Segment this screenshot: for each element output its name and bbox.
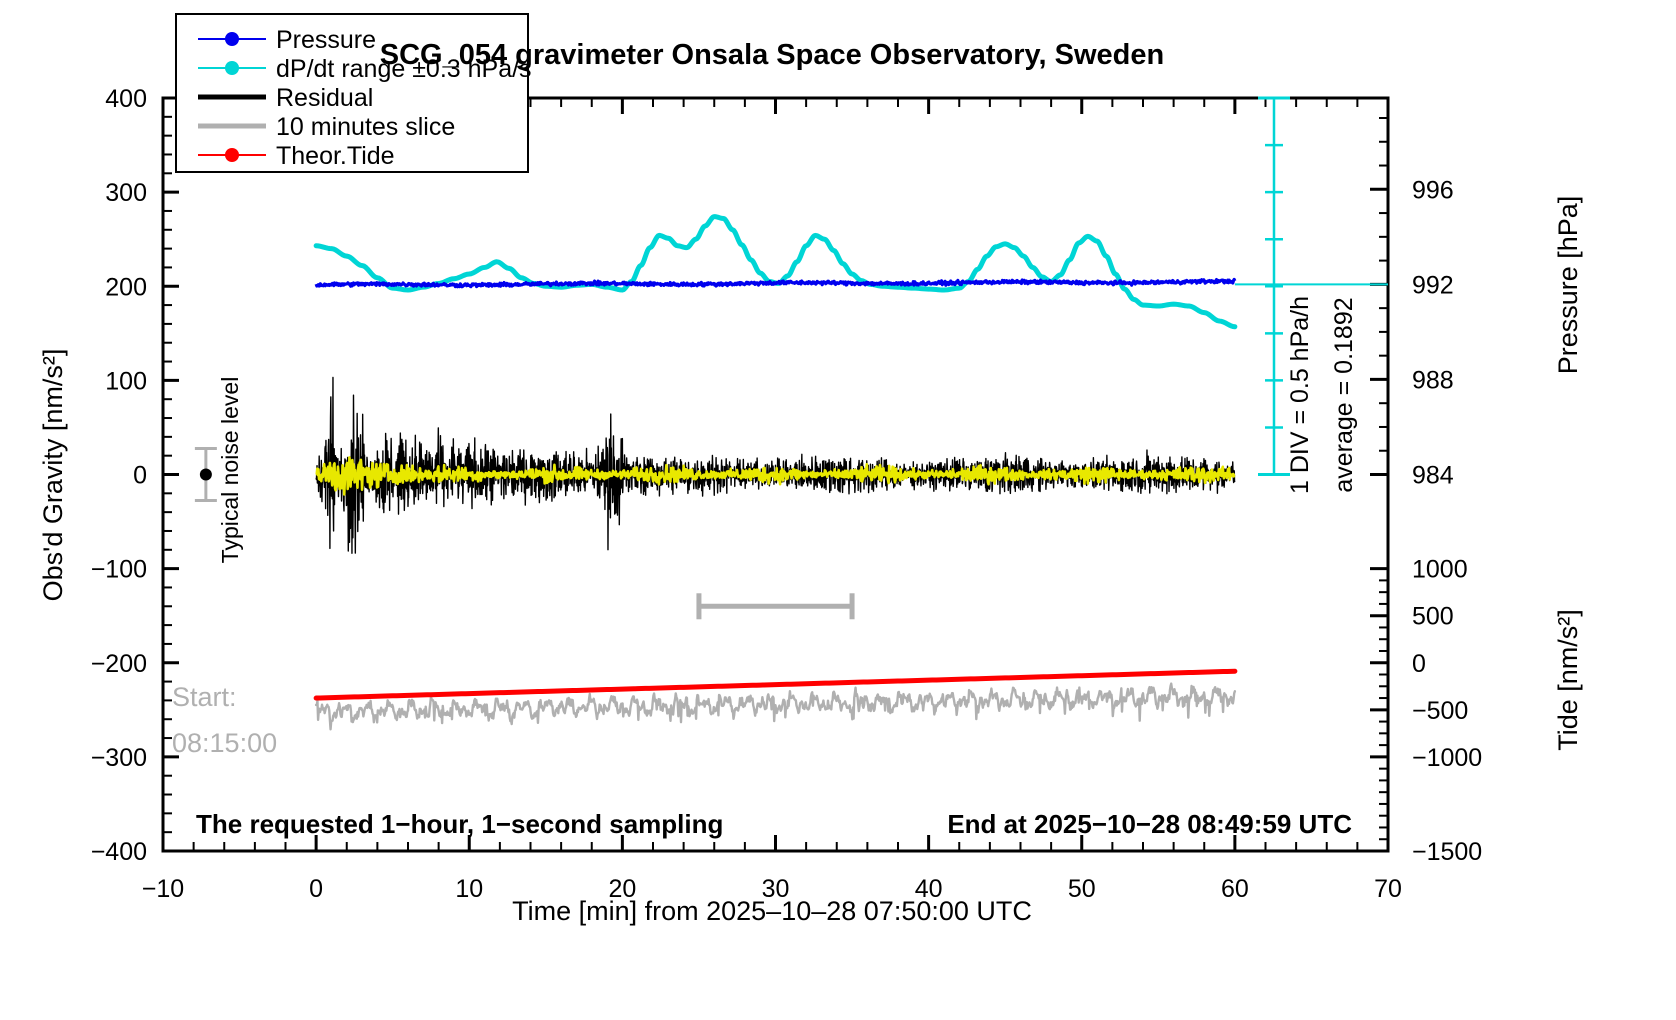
tide-tick-label: −1000 [1412, 744, 1482, 772]
trace-yellow-core [315, 456, 1236, 496]
y-tick-label: 200 [105, 273, 147, 301]
x-tick-label: 70 [1374, 875, 1402, 903]
plot-frame [161, 96, 1390, 853]
tide-tick-label: 500 [1412, 603, 1454, 631]
pressure-tick-label: 992 [1412, 271, 1454, 299]
legend-swatch-marker [225, 148, 239, 162]
legend-item-label: dP/dt range ±0.3 hPa/s [276, 55, 532, 83]
dpdt-div-label: 1 DIV = 0.5 hPa/h [1286, 296, 1314, 494]
axes-box [161, 96, 1390, 853]
pressure-tick-label: 984 [1412, 462, 1454, 490]
y-tick-label: 300 [105, 179, 147, 207]
footer-end-time-note: End at 2025−10−28 08:49:59 UTC [947, 809, 1352, 839]
footer-sampling-note: The requested 1−hour, 1−second sampling [196, 809, 723, 839]
data-traces [313, 214, 1238, 731]
x-axis-title: Time [min] from 2025–10–28 07:50:00 UTC [512, 896, 1032, 926]
x-axis-ticks: −10 0 10 20 30 40 50 60 70 [142, 98, 1402, 903]
y-axis-title: Obs'd Gravity [nm/s²] [38, 349, 68, 602]
y-tick-label: 100 [105, 367, 147, 395]
axis-labels: SCG_054 gravimeter Onsala Space Observat… [38, 39, 1583, 926]
noise-level-label: Typical noise level [217, 377, 243, 564]
x-tick-label: 30 [762, 875, 790, 903]
legend-item-label: Residual [276, 84, 373, 112]
y-tick-label: −300 [91, 744, 147, 772]
trace-theoretical-tide [313, 668, 1238, 701]
plot-annotations: 1 DIV = 0.5 hPa/h average = 0.1892 Typical… [172, 96, 1388, 839]
trace-residual [315, 376, 1236, 554]
x-tick-label: 40 [915, 875, 943, 903]
pressure-axis-title: Pressure [hPa] [1553, 196, 1583, 375]
trace-dpdt-range [313, 214, 1238, 330]
legend-item-label: Pressure [276, 26, 376, 54]
tide-tick-label: −1500 [1412, 838, 1482, 866]
y-tick-label: 0 [133, 462, 147, 490]
legend-item-label: Theor.Tide [276, 142, 395, 170]
trace-pressure [314, 277, 1237, 289]
tide-tick-label: 0 [1412, 650, 1426, 678]
legend-item-label: 10 minutes slice [276, 113, 455, 141]
start-label: Start: [172, 682, 237, 712]
x-tick-label: 20 [608, 875, 636, 903]
x-tick-label: 50 [1068, 875, 1096, 903]
y-tick-label: −200 [91, 650, 147, 678]
pressure-tick-label: 996 [1412, 176, 1454, 204]
trace-ten-minutes-slice [314, 682, 1237, 731]
y-tick-label: −400 [91, 838, 147, 866]
x-tick-label: −10 [142, 875, 184, 903]
chart-title: SCG_054 gravimeter Onsala Space Observat… [380, 39, 1164, 71]
tide-tick-label: −500 [1412, 697, 1468, 725]
tide-tick-label: 1000 [1412, 556, 1468, 584]
x-tick-label: 10 [455, 875, 483, 903]
pressure-tick-label: 988 [1412, 366, 1454, 394]
start-time-label: 08:15:00 [172, 728, 277, 758]
x-tick-label: 60 [1221, 875, 1249, 903]
y-axis-ticks: −400 −300 −200 −100 0 100 200 300 400 [91, 85, 179, 866]
dpdt-average-label: average = 0.1892 [1330, 297, 1358, 492]
noise-center-dot [199, 468, 212, 481]
legend-swatch-marker [225, 32, 239, 46]
y-tick-label: 400 [105, 85, 147, 113]
legend-swatch-marker [225, 61, 239, 75]
y-tick-label: −100 [91, 556, 147, 584]
x-tick-label: 0 [309, 875, 323, 903]
tide-axis-title: Tide [nm/s²] [1553, 609, 1583, 751]
